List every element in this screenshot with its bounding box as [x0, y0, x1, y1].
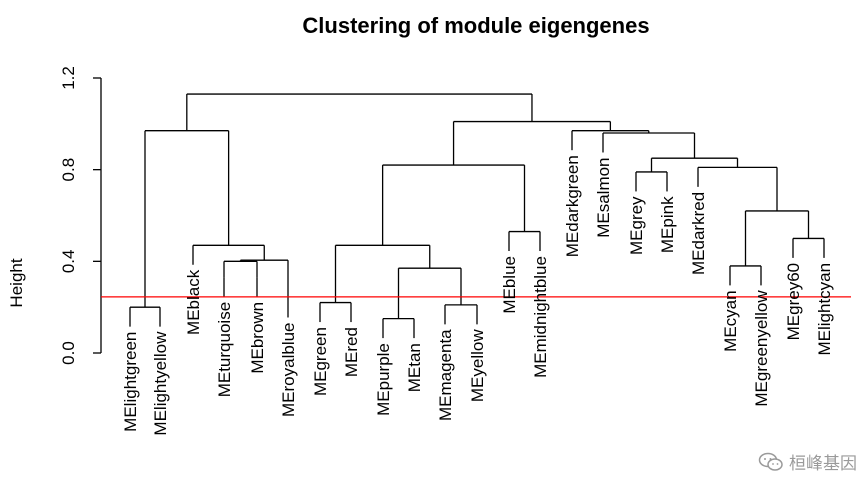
leaf-label: MEtan — [405, 343, 424, 392]
y-axis-label: Height — [7, 258, 26, 307]
leaf-label: MEbrown — [248, 302, 267, 374]
leaf-label: MElightyellow — [151, 331, 170, 436]
leaf-label: MEgrey60 — [784, 263, 803, 340]
leaf-label: MEblack — [184, 269, 203, 335]
leaf-label: MEsalmon — [594, 157, 613, 237]
leaf-label: MEgrey — [627, 196, 646, 255]
y-axis: 0.0 0.4 0.8 1.2 — [59, 66, 102, 365]
leaf-label: MEpink — [658, 196, 677, 253]
y-tick-label: 0.0 — [59, 341, 78, 365]
leaf-label: MEgreen — [311, 327, 330, 396]
leaf-label: MEgreenyellow — [752, 290, 771, 407]
watermark-text: 桓峰基因 — [789, 454, 857, 474]
leaf-label: MEdarkred — [689, 192, 708, 275]
leaf-label: MEmagenta — [436, 329, 455, 421]
y-tick-label: 0.8 — [59, 158, 78, 182]
leaf-label: MElightcyan — [815, 263, 834, 356]
leaf-label: MEyellow — [468, 329, 487, 402]
leaf-label: MEblue — [500, 256, 519, 314]
dendrogram-segments — [129, 93, 825, 339]
leaf-labels: MElightgreen MElightyellow MEblack MEturquo… — [121, 155, 834, 435]
leaf-label: MElightgreen — [121, 332, 140, 432]
y-tick-label: 0.4 — [59, 250, 78, 274]
leaf-label: MEdarkgreen — [563, 155, 582, 257]
y-tick-label: 1.2 — [59, 66, 78, 90]
wechat-icon — [758, 452, 783, 471]
chart-title: Clustering of module eigengenes — [302, 13, 649, 38]
leaf-label: MEroyalblue — [279, 322, 298, 417]
leaf-label: MEturquoise — [215, 302, 234, 397]
leaf-label: MEcyan — [721, 290, 740, 351]
leaf-label: MEpurple — [374, 343, 393, 416]
leaf-label: MEmidnightblue — [531, 256, 550, 378]
watermark: 桓峰基因 — [758, 449, 857, 474]
leaf-label: MEred — [342, 327, 361, 377]
